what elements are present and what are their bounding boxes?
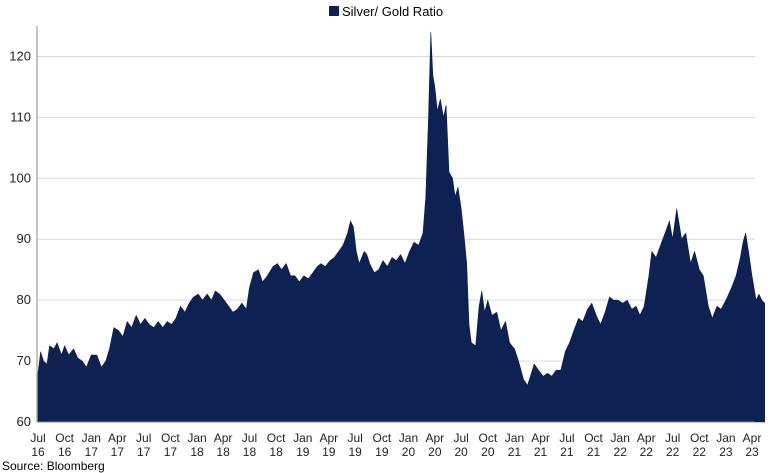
x-tick-label: Jan 22 (611, 431, 630, 459)
x-tick-label: Jul 22 (665, 431, 680, 459)
y-tick-label: 100 (9, 170, 31, 185)
y-tick-label: 70 (17, 353, 31, 368)
x-tick-label: Apr 22 (637, 431, 656, 459)
y-tick-label: 80 (17, 292, 31, 307)
source-note: Source: Bloomberg (2, 459, 105, 473)
legend-swatch (329, 6, 339, 16)
x-tick-label: Jan 20 (399, 431, 418, 459)
x-tick-label: Jan 17 (82, 431, 101, 459)
x-tick-label: Oct 18 (267, 431, 286, 459)
x-tick-label: Oct 21 (584, 431, 603, 459)
x-tick-label: Jul 21 (559, 431, 574, 459)
y-tick-label: 90 (17, 231, 31, 246)
x-tick-label: Jan 23 (716, 431, 735, 459)
x-tick-label: Oct 20 (478, 431, 497, 459)
x-tick-label: Apr 19 (319, 431, 338, 459)
x-tick-label: Jul 20 (454, 431, 469, 459)
x-tick-label: Jul 19 (348, 431, 363, 459)
x-tick-label: Apr 21 (531, 431, 550, 459)
x-tick-label: Jan 21 (505, 431, 524, 459)
x-tick-label: Apr 17 (108, 431, 127, 459)
x-tick-label: Oct 16 (55, 431, 74, 459)
x-tick-label: Oct 22 (690, 431, 709, 459)
x-tick-label: Jan 19 (293, 431, 312, 459)
x-tick-label: Oct 17 (161, 431, 180, 459)
x-tick-label: Jan 18 (187, 431, 206, 459)
x-tick-label: Jul 16 (30, 431, 45, 459)
y-tick-label: 60 (17, 414, 31, 429)
y-tick-label: 120 (9, 48, 31, 63)
x-tick-label: Apr 23 (743, 431, 762, 459)
x-tick-label: Jul 18 (242, 431, 257, 459)
x-tick-label: Apr 20 (425, 431, 444, 459)
legend-label: Silver/ Gold Ratio (342, 3, 444, 19)
x-tick-label: Jul 17 (136, 431, 151, 459)
x-tick-label: Oct 19 (372, 431, 391, 459)
y-tick-label: 110 (10, 109, 31, 124)
x-tick-label: Apr 18 (214, 431, 233, 459)
chart-legend: Silver/ Gold Ratio (329, 3, 443, 19)
series-area (37, 31, 765, 423)
